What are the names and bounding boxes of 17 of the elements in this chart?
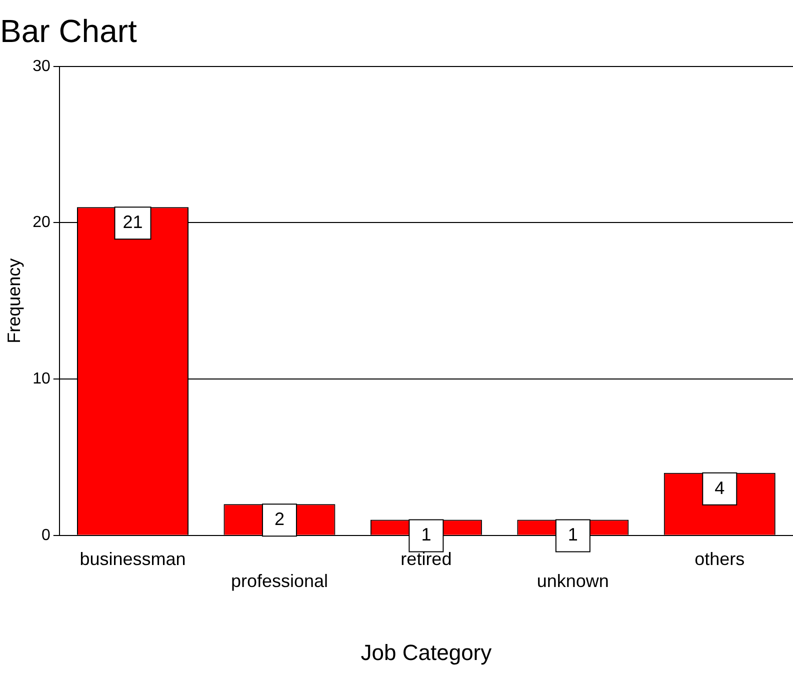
data-label: 1 [568, 524, 578, 545]
x-tick-label: businessman [80, 549, 186, 570]
y-tick-label: 0 [41, 526, 50, 544]
x-tick-label: unknown [536, 570, 609, 591]
chart-title: Bar Chart [0, 13, 138, 50]
data-label: 2 [274, 509, 284, 530]
data-label: 21 [122, 212, 143, 232]
x-tick-label: professional [230, 570, 328, 591]
y-tick-label: 30 [32, 58, 50, 75]
x-tick-label: retired [400, 549, 452, 570]
y-axis-title: Frequency [4, 258, 24, 344]
data-label: 4 [714, 478, 725, 498]
x-axis-title: Job Category [360, 640, 492, 665]
y-tick-label: 20 [32, 214, 50, 232]
data-label: 1 [421, 524, 432, 545]
x-tick-label: others [694, 549, 745, 570]
y-tick-label: 10 [32, 370, 50, 388]
